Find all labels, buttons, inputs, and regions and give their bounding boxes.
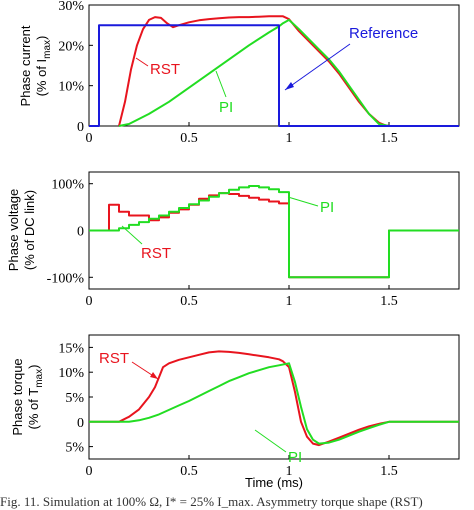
- annotation-arrow-rst: [121, 225, 143, 245]
- annotation-arrow-pi: [254, 429, 287, 453]
- y-tick-label: -100%: [47, 271, 85, 286]
- x-tick-label: 0.5: [180, 131, 198, 146]
- x-tick-label: 0: [86, 294, 93, 309]
- x-tick-label: 0.5: [180, 464, 198, 479]
- series-rst-line: [89, 192, 459, 279]
- y-tick-label: 100%: [51, 178, 84, 193]
- y-tick-label: 0: [77, 225, 84, 240]
- y-ticks: 0 10% 20% 30%: [58, 0, 93, 135]
- plot-frame: [88, 334, 460, 460]
- annotation-rst: RST: [141, 245, 171, 262]
- annotation-pi: PI: [320, 199, 334, 216]
- y-tick-label: 0: [77, 120, 84, 135]
- x-tick-label: 1: [286, 294, 293, 309]
- annotation-rst: RST: [150, 61, 180, 78]
- x-tick-label: 1: [286, 131, 293, 146]
- y-tick-label: 5%: [65, 391, 84, 406]
- x-ticks: 0 0.5 1 1.5: [86, 455, 398, 479]
- y-axis-label: Phase current: [18, 25, 33, 106]
- series-pi-line: [89, 185, 459, 279]
- y-ticks: 5% 0 5% 10% 15%: [58, 341, 93, 456]
- y-axis-unit: (% of DC link): [22, 190, 37, 270]
- x-tick-label: 0: [86, 131, 93, 146]
- arrowhead-rst: [150, 372, 158, 379]
- series-reference-line: [89, 24, 459, 127]
- y-axis-label: Phase torque: [10, 358, 25, 435]
- series-pi-line: [89, 362, 459, 445]
- y-tick-label: 10%: [58, 80, 84, 95]
- y-tick-label: 15%: [58, 341, 84, 356]
- series-rst-line: [118, 15, 390, 127]
- figure-caption: Fig. 11. Simulation at 100% Ω, I* = 25% …: [0, 494, 423, 509]
- annotation-reference: Reference: [349, 25, 418, 42]
- series-lines: [89, 15, 459, 127]
- y-tick-label: 30%: [58, 0, 84, 14]
- series-lines: [89, 350, 459, 447]
- x-tick-label: 1.5: [380, 464, 398, 479]
- x-tick-label: 1: [286, 464, 293, 479]
- y-tick-label: 5%: [65, 441, 84, 456]
- plot-frame: [88, 4, 460, 127]
- x-ticks: 0 0.5 1 1.5: [86, 285, 398, 309]
- y-axis-label: Phase voltage: [6, 189, 21, 271]
- y-axis-unit: (% of Imax): [34, 36, 53, 97]
- annotation-arrow-pi: [287, 196, 319, 207]
- x-tick-label: 0.5: [180, 294, 198, 309]
- x-tick-label: 0: [86, 464, 93, 479]
- y-axis-unit: (% of Tmax): [26, 365, 45, 430]
- series-rst-line: [89, 350, 459, 447]
- annotation-pi: PI: [219, 99, 233, 116]
- annotation-arrow-reference: [284, 43, 351, 91]
- annotation-arrow-pi: [215, 70, 227, 98]
- x-tick-label: 1.5: [380, 294, 398, 309]
- series-pi-line: [118, 18, 390, 127]
- x-ticks: 0 0.5 1 1.5: [86, 122, 398, 146]
- y-tick-label: 20%: [58, 39, 84, 54]
- x-axis-label: Time (ms): [245, 475, 303, 490]
- annotation-arrow-rst: [135, 57, 149, 67]
- annotation-rst: RST: [99, 350, 129, 367]
- annotation-pi: PI: [288, 449, 302, 466]
- y-tick-label: 10%: [58, 366, 84, 381]
- arrowhead-reference: [285, 82, 294, 90]
- y-ticks: -100% 0 100%: [47, 178, 93, 286]
- y-tick-label: 0: [77, 416, 84, 431]
- phase-current-chart: 0 0.5 1 1.5 0 10% 20% 30% Phase current (% of …: [18, 0, 460, 146]
- x-tick-label: 1.5: [380, 131, 398, 146]
- phase-torque-chart: 0 0.5 1 1.5 5%05%10%15% Phase torque (% of …: [10, 334, 460, 490]
- series-lines: [89, 185, 459, 279]
